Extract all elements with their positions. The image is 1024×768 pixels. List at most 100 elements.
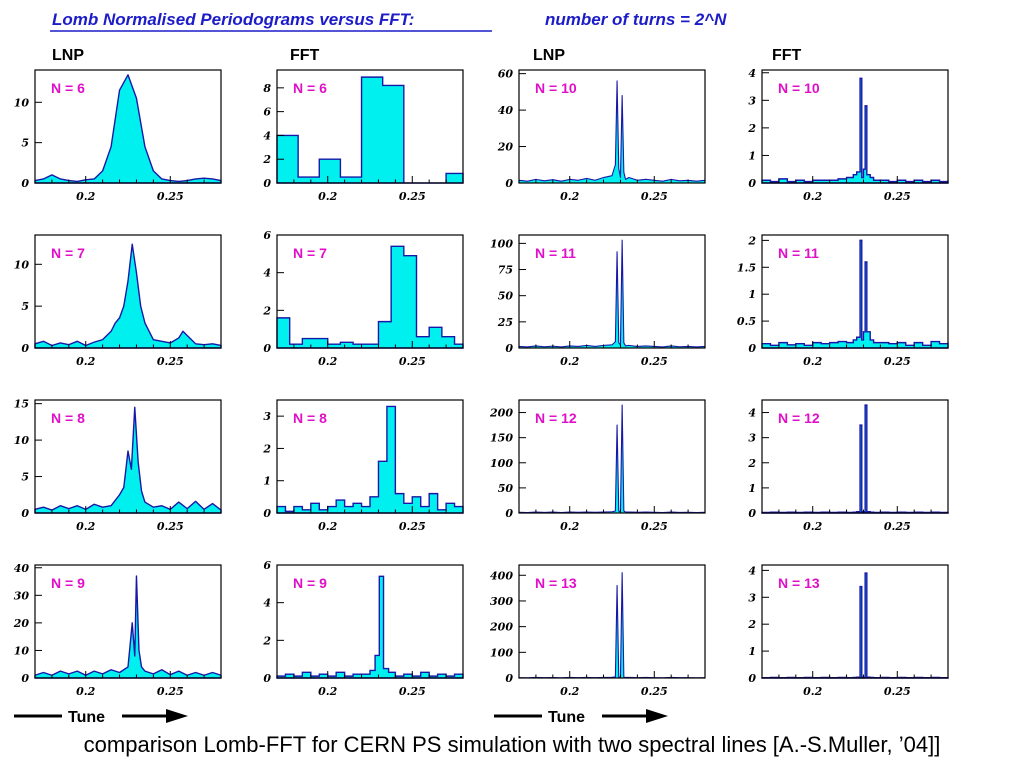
y-tick-label: 2	[747, 122, 756, 135]
y-tick-label: 8	[263, 82, 271, 95]
lnp-spectrum-series	[518, 404, 706, 514]
y-tick-label: 4	[263, 129, 271, 142]
y-tick-label: 2	[262, 153, 271, 166]
y-tick-label: 5	[21, 300, 29, 313]
y-tick-label: 4	[263, 597, 271, 610]
panel-label: N = 12	[535, 410, 577, 426]
panel-label: N = 10	[535, 80, 577, 96]
panel-fft-n-10: 0.2 0.25 0 1 2 3 4 N = 10	[747, 67, 949, 203]
y-tick-label: 30	[14, 589, 30, 602]
x-tick-label: 0.25	[884, 190, 911, 203]
panel-label: N = 6	[293, 80, 327, 96]
fft-histogram-series	[276, 405, 464, 514]
y-tick-label: 0	[505, 507, 513, 520]
tune-label-right: Tune	[548, 709, 585, 726]
lnp-spectrum-series	[518, 80, 706, 184]
y-tick-label: 6	[263, 106, 271, 119]
x-tick-label: 0.2	[803, 520, 822, 533]
x-tick-label: 0.25	[157, 685, 184, 698]
y-tick-label: 0	[748, 342, 756, 355]
panel-fft-n-8: 0.2 0.25 0 1 2 3 N = 8	[262, 399, 464, 533]
y-tick-label: 0	[21, 507, 29, 520]
y-tick-label: 0	[263, 342, 271, 355]
panel-lnp-n-8: 0.2 0.25 0 5 10 15 N = 8	[14, 398, 222, 533]
panel-lnp-n-13: 0.2 0.25 0 100 200 300 400 N = 13	[489, 564, 706, 698]
arrow-head-left	[166, 709, 188, 723]
panel-label: N = 10	[778, 80, 820, 96]
lnp-spectrum-series	[518, 239, 706, 349]
fft-histogram-series	[761, 77, 949, 184]
y-tick-label: 20	[497, 141, 514, 154]
y-tick-label: 3	[748, 94, 756, 107]
panel-frame	[518, 399, 706, 514]
y-tick-label: 1	[263, 475, 271, 488]
y-tick-label: 1	[748, 149, 756, 162]
y-tick-label: 150	[490, 432, 513, 445]
panel-lnp-n-7: 0.2 0.25 0 5 10 N = 7	[14, 234, 222, 368]
y-tick-label: 50	[498, 482, 514, 495]
x-tick-label: 0.25	[399, 190, 426, 203]
figure-caption: comparison Lomb-FFT for CERN PS simulati…	[83, 732, 941, 757]
panel-frame	[761, 564, 949, 679]
y-tick-label: 0	[21, 672, 29, 685]
panel-label: N = 9	[293, 575, 327, 591]
x-tick-label: 0.2	[76, 190, 95, 203]
y-tick-label: 3	[748, 432, 756, 445]
y-tick-label: 10	[14, 96, 30, 109]
plot-area	[519, 565, 705, 678]
y-tick-label: 2	[747, 618, 756, 631]
lnp-spectrum-series	[34, 406, 222, 514]
panel-frame	[761, 234, 949, 349]
x-tick-label: 0.25	[884, 685, 911, 698]
y-tick-label: 100	[490, 646, 513, 659]
x-tick-label: 0.25	[157, 190, 184, 203]
panel-frame	[34, 69, 222, 184]
column-header-fft-right: FFT	[772, 47, 802, 64]
x-tick-label: 0.25	[399, 685, 426, 698]
y-tick-label: 100	[490, 457, 513, 470]
plot-area	[35, 565, 221, 678]
panel-label: N = 8	[51, 410, 85, 426]
y-tick-label: 10	[14, 258, 30, 271]
x-tick-label: 0.25	[641, 520, 668, 533]
x-tick-label: 0.2	[76, 685, 95, 698]
y-tick-label: 10	[14, 644, 30, 657]
y-tick-label: 5	[21, 471, 29, 484]
y-tick-label: 1	[748, 482, 756, 495]
x-tick-label: 0.2	[560, 520, 579, 533]
x-tick-label: 0.25	[399, 355, 426, 368]
x-tick-label: 0.25	[641, 685, 668, 698]
panel-frame	[276, 564, 464, 679]
x-tick-label: 0.25	[157, 520, 184, 533]
y-tick-label: 200	[489, 621, 513, 634]
lnp-spectrum-series	[34, 575, 222, 679]
panel-label: N = 11	[778, 245, 819, 261]
y-tick-label: 0	[263, 507, 271, 520]
panel-label: N = 7	[51, 245, 85, 261]
y-tick-label: 0	[263, 672, 271, 685]
panel-frame	[276, 69, 464, 184]
panel-frame	[34, 564, 222, 679]
y-tick-label: 4	[748, 407, 756, 420]
x-tick-label: 0.25	[884, 355, 911, 368]
panel-lnp-n-9: 0.2 0.25 0 10 20 30 40 N = 9	[13, 562, 222, 698]
x-tick-label: 0.2	[318, 520, 337, 533]
x-tick-label: 0.2	[803, 190, 822, 203]
x-tick-label: 0.25	[157, 355, 184, 368]
y-tick-label: 2	[747, 234, 756, 247]
column-header-fft-left: FFT	[290, 47, 320, 64]
y-tick-label: 50	[498, 290, 514, 303]
panel-label: N = 6	[51, 80, 85, 96]
panel-label: N = 9	[51, 575, 85, 591]
x-tick-label: 0.2	[560, 355, 579, 368]
panel-fft-n-9: 0.2 0.25 0 2 4 6 N = 9	[262, 559, 464, 698]
column-header-lnp-left: LNP	[52, 47, 84, 64]
panel-frame	[761, 69, 949, 184]
y-tick-label: 4	[748, 564, 756, 577]
x-tick-label: 0.2	[560, 190, 579, 203]
y-tick-label: 0	[263, 177, 271, 190]
y-tick-label: 300	[490, 595, 513, 608]
tune-arrow-right: Tune	[494, 709, 668, 726]
panel-label: N = 13	[535, 575, 577, 591]
